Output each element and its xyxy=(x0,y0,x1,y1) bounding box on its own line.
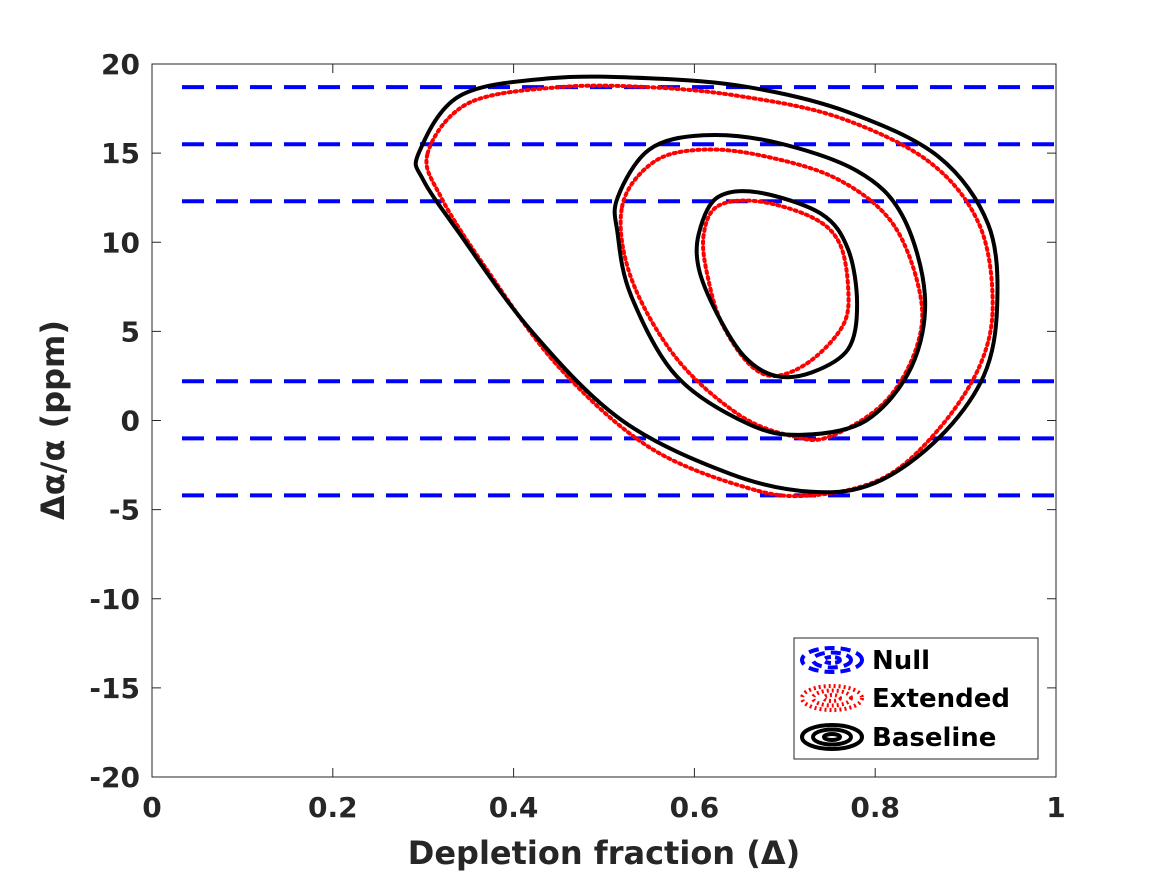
legend-label-extended: Extended xyxy=(872,684,1010,714)
extended-contour xyxy=(701,198,851,378)
y-tick-label: -15 xyxy=(89,672,140,705)
x-axis-label: Depletion fraction (Δ) xyxy=(408,834,800,872)
y-tick-label: -5 xyxy=(109,494,140,527)
y-tick-label: -20 xyxy=(89,761,140,794)
y-tick-label: 20 xyxy=(101,48,140,81)
x-tick-label: 0.8 xyxy=(850,791,900,824)
extended-contour xyxy=(618,147,925,442)
y-tick-label: 15 xyxy=(101,137,140,170)
extended-contour xyxy=(424,83,995,499)
x-tick-label: 0.2 xyxy=(308,791,358,824)
x-tick-label: 1 xyxy=(1046,791,1065,824)
baseline-contour xyxy=(413,74,1000,495)
y-axis-label: Δα/α (ppm) xyxy=(34,320,72,520)
x-tick-label: 0.4 xyxy=(489,791,539,824)
y-tick-label: -10 xyxy=(89,583,140,616)
baseline-contour xyxy=(694,189,860,380)
contour-lines xyxy=(413,74,1000,499)
legend-label-null: Null xyxy=(872,646,930,676)
null-lines xyxy=(182,85,1056,498)
x-axis-ticks: 0 0.2 0.4 0.6 0.8 1 xyxy=(142,64,1066,824)
y-tick-label: 5 xyxy=(121,315,140,348)
y-tick-label: 10 xyxy=(101,226,140,259)
baseline-contour xyxy=(612,133,928,437)
legend-icon-null xyxy=(800,646,864,674)
legend: Null Extended Baseline xyxy=(793,637,1039,760)
legend-label-baseline: Baseline xyxy=(872,723,996,753)
x-tick-label: 0.6 xyxy=(670,791,720,824)
y-axis-ticks: -20 -15 -10 -5 0 5 10 15 20 xyxy=(89,48,1056,794)
x-tick-label: 0 xyxy=(142,791,161,824)
legend-icon-baseline xyxy=(800,723,864,751)
y-tick-label: 0 xyxy=(121,405,140,438)
legend-icon-extended xyxy=(800,684,864,712)
